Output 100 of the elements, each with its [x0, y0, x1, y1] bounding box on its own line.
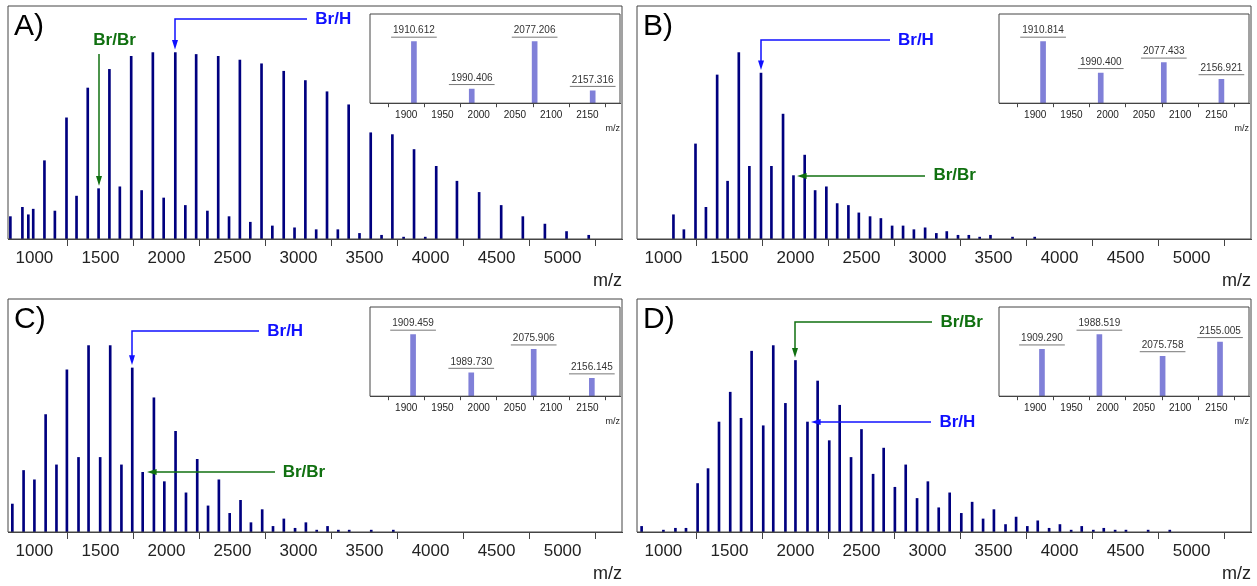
annotation: 1910.814	[1022, 24, 1065, 36]
bar	[347, 104, 350, 239]
bar	[434, 165, 438, 239]
x-tick-label: 2000	[776, 247, 815, 267]
x-tick-label: 4500	[477, 540, 516, 560]
annotation: 2077.206	[513, 24, 556, 36]
bar	[162, 197, 166, 239]
bar	[11, 503, 14, 532]
bar	[1160, 62, 1167, 104]
x-tick-label: 2000	[1096, 401, 1120, 413]
bar	[206, 210, 209, 239]
annotation: 1909.290	[1021, 332, 1064, 344]
x-tick-label: 3500	[345, 540, 384, 560]
annotation: 1990.400	[1079, 55, 1123, 67]
bar	[369, 132, 373, 239]
x-tick-label: 1000	[15, 247, 54, 267]
bar	[239, 499, 242, 532]
x-tick-label: 1500	[710, 540, 749, 560]
bar	[589, 378, 595, 397]
x-tick-label: 1000	[15, 540, 54, 560]
x-tick-label: 2500	[842, 540, 881, 560]
x-tick-label: 1950	[431, 108, 455, 120]
bar	[847, 205, 850, 239]
x-tick-label: 4500	[1106, 247, 1145, 267]
bar	[391, 134, 394, 239]
bar	[120, 464, 123, 532]
bar	[304, 80, 307, 239]
annotation: 2075.758	[1141, 338, 1184, 350]
x-tick-label: 4000	[1040, 247, 1079, 267]
x-tick-label: 2500	[213, 247, 252, 267]
text: Br/H	[315, 8, 352, 28]
text: Br/Br	[93, 29, 137, 49]
bar	[728, 391, 732, 532]
bar	[937, 507, 941, 532]
x-tick-label: 3000	[908, 247, 947, 267]
x-tick-label: 2000	[147, 247, 186, 267]
bar	[761, 425, 765, 532]
annotation: Br/Br	[933, 165, 977, 185]
bar	[672, 214, 675, 239]
x-tick-label: 1000	[644, 247, 683, 267]
x-tick-label: 3000	[279, 540, 318, 560]
x-tick-label: 2100	[540, 108, 563, 120]
x-tick-label: 2000	[776, 540, 815, 560]
bar	[27, 214, 30, 239]
x-axis-title: m/z	[1234, 416, 1250, 427]
bar	[87, 345, 90, 532]
bar	[174, 431, 177, 532]
x-axis-title: m/z	[593, 270, 622, 291]
annotation: 2155.005	[1199, 324, 1242, 336]
bar	[260, 63, 263, 239]
x-axis-title: m/z	[1234, 123, 1250, 134]
bar	[737, 52, 741, 239]
bar	[694, 143, 697, 239]
bar	[248, 221, 252, 239]
bar	[293, 227, 296, 239]
bar	[825, 186, 828, 239]
x-tick-label: 3000	[908, 540, 947, 560]
bar	[163, 481, 166, 532]
text: Br/H	[897, 29, 934, 49]
bar	[21, 206, 24, 239]
text: A)	[14, 8, 44, 42]
x-tick-label: 1900	[395, 108, 418, 120]
x-tick-label: 2000	[147, 540, 186, 560]
bar	[1040, 41, 1046, 104]
x-tick-label: 2500	[842, 247, 881, 267]
x-tick-label: 1950	[1060, 108, 1084, 120]
x-tick-label: 2000	[1096, 108, 1120, 120]
x-tick-label: 1900	[395, 401, 418, 413]
bar	[904, 464, 908, 532]
annotation: 1910.612	[393, 24, 436, 36]
annotation: 1989.730	[450, 355, 493, 367]
bar	[108, 69, 111, 239]
bar	[784, 403, 787, 532]
bar	[771, 345, 775, 532]
annotation: Br/H	[939, 411, 976, 431]
bar	[838, 404, 842, 532]
x-tick-label: 1500	[81, 247, 120, 267]
bar	[1217, 341, 1223, 397]
bar	[140, 190, 143, 239]
x-tick-label: 2100	[1169, 401, 1192, 413]
annotation: 1990.406	[450, 71, 494, 83]
x-axis-title: m/z	[1222, 270, 1251, 291]
bar	[216, 56, 220, 239]
annotation: 1909.459	[392, 317, 435, 329]
bar	[22, 470, 25, 532]
x-tick-label: 1950	[431, 401, 455, 413]
bar	[33, 479, 36, 532]
x-tick-label: 1000	[644, 540, 683, 560]
bar	[882, 447, 885, 532]
x-tick-label: 1900	[1024, 401, 1047, 413]
x-tick-label: 2150	[576, 108, 599, 120]
bar	[748, 165, 751, 239]
bar	[835, 203, 839, 239]
bar	[696, 483, 699, 532]
x-tick-label: 4000	[411, 247, 450, 267]
text: B)	[643, 8, 673, 42]
bar	[948, 492, 952, 532]
bar	[770, 165, 773, 239]
x-tick-label: 2050	[1132, 108, 1156, 120]
x-tick-label: 5000	[1172, 540, 1211, 560]
